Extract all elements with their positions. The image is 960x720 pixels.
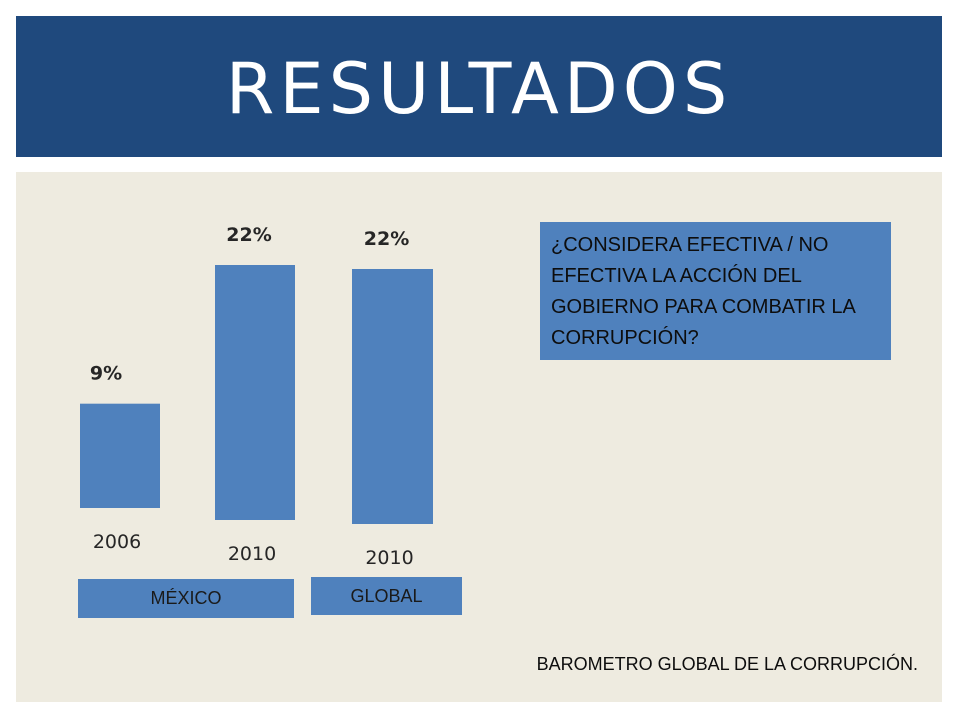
bars-layer <box>80 265 433 524</box>
question-box: ¿CONSIDERA EFECTIVA / NO EFECTIVA LA ACC… <box>540 222 891 360</box>
group-label-global: GLOBAL <box>311 577 462 615</box>
value-label: 22% <box>226 224 271 246</box>
slide-title: RESULTADOS <box>225 47 733 130</box>
bar-2010-global <box>352 269 433 524</box>
bar-2006-méxico <box>80 403 160 508</box>
source-caption: BAROMETRO GLOBAL DE LA CORRUPCIÓN. <box>536 654 918 674</box>
year-label: 2006 <box>93 531 141 553</box>
bar-2010-méxico <box>215 265 295 520</box>
group-label-mexico: MÉXICO <box>78 579 294 618</box>
year-label: 2010 <box>228 543 276 565</box>
labels-layer: 9% 2006 22% 2010 22% 2010 <box>90 224 414 569</box>
title-bar: RESULTADOS <box>16 16 942 157</box>
year-label: 2010 <box>365 547 413 569</box>
value-label: 22% <box>364 228 409 250</box>
value-label: 9% <box>90 363 122 385</box>
